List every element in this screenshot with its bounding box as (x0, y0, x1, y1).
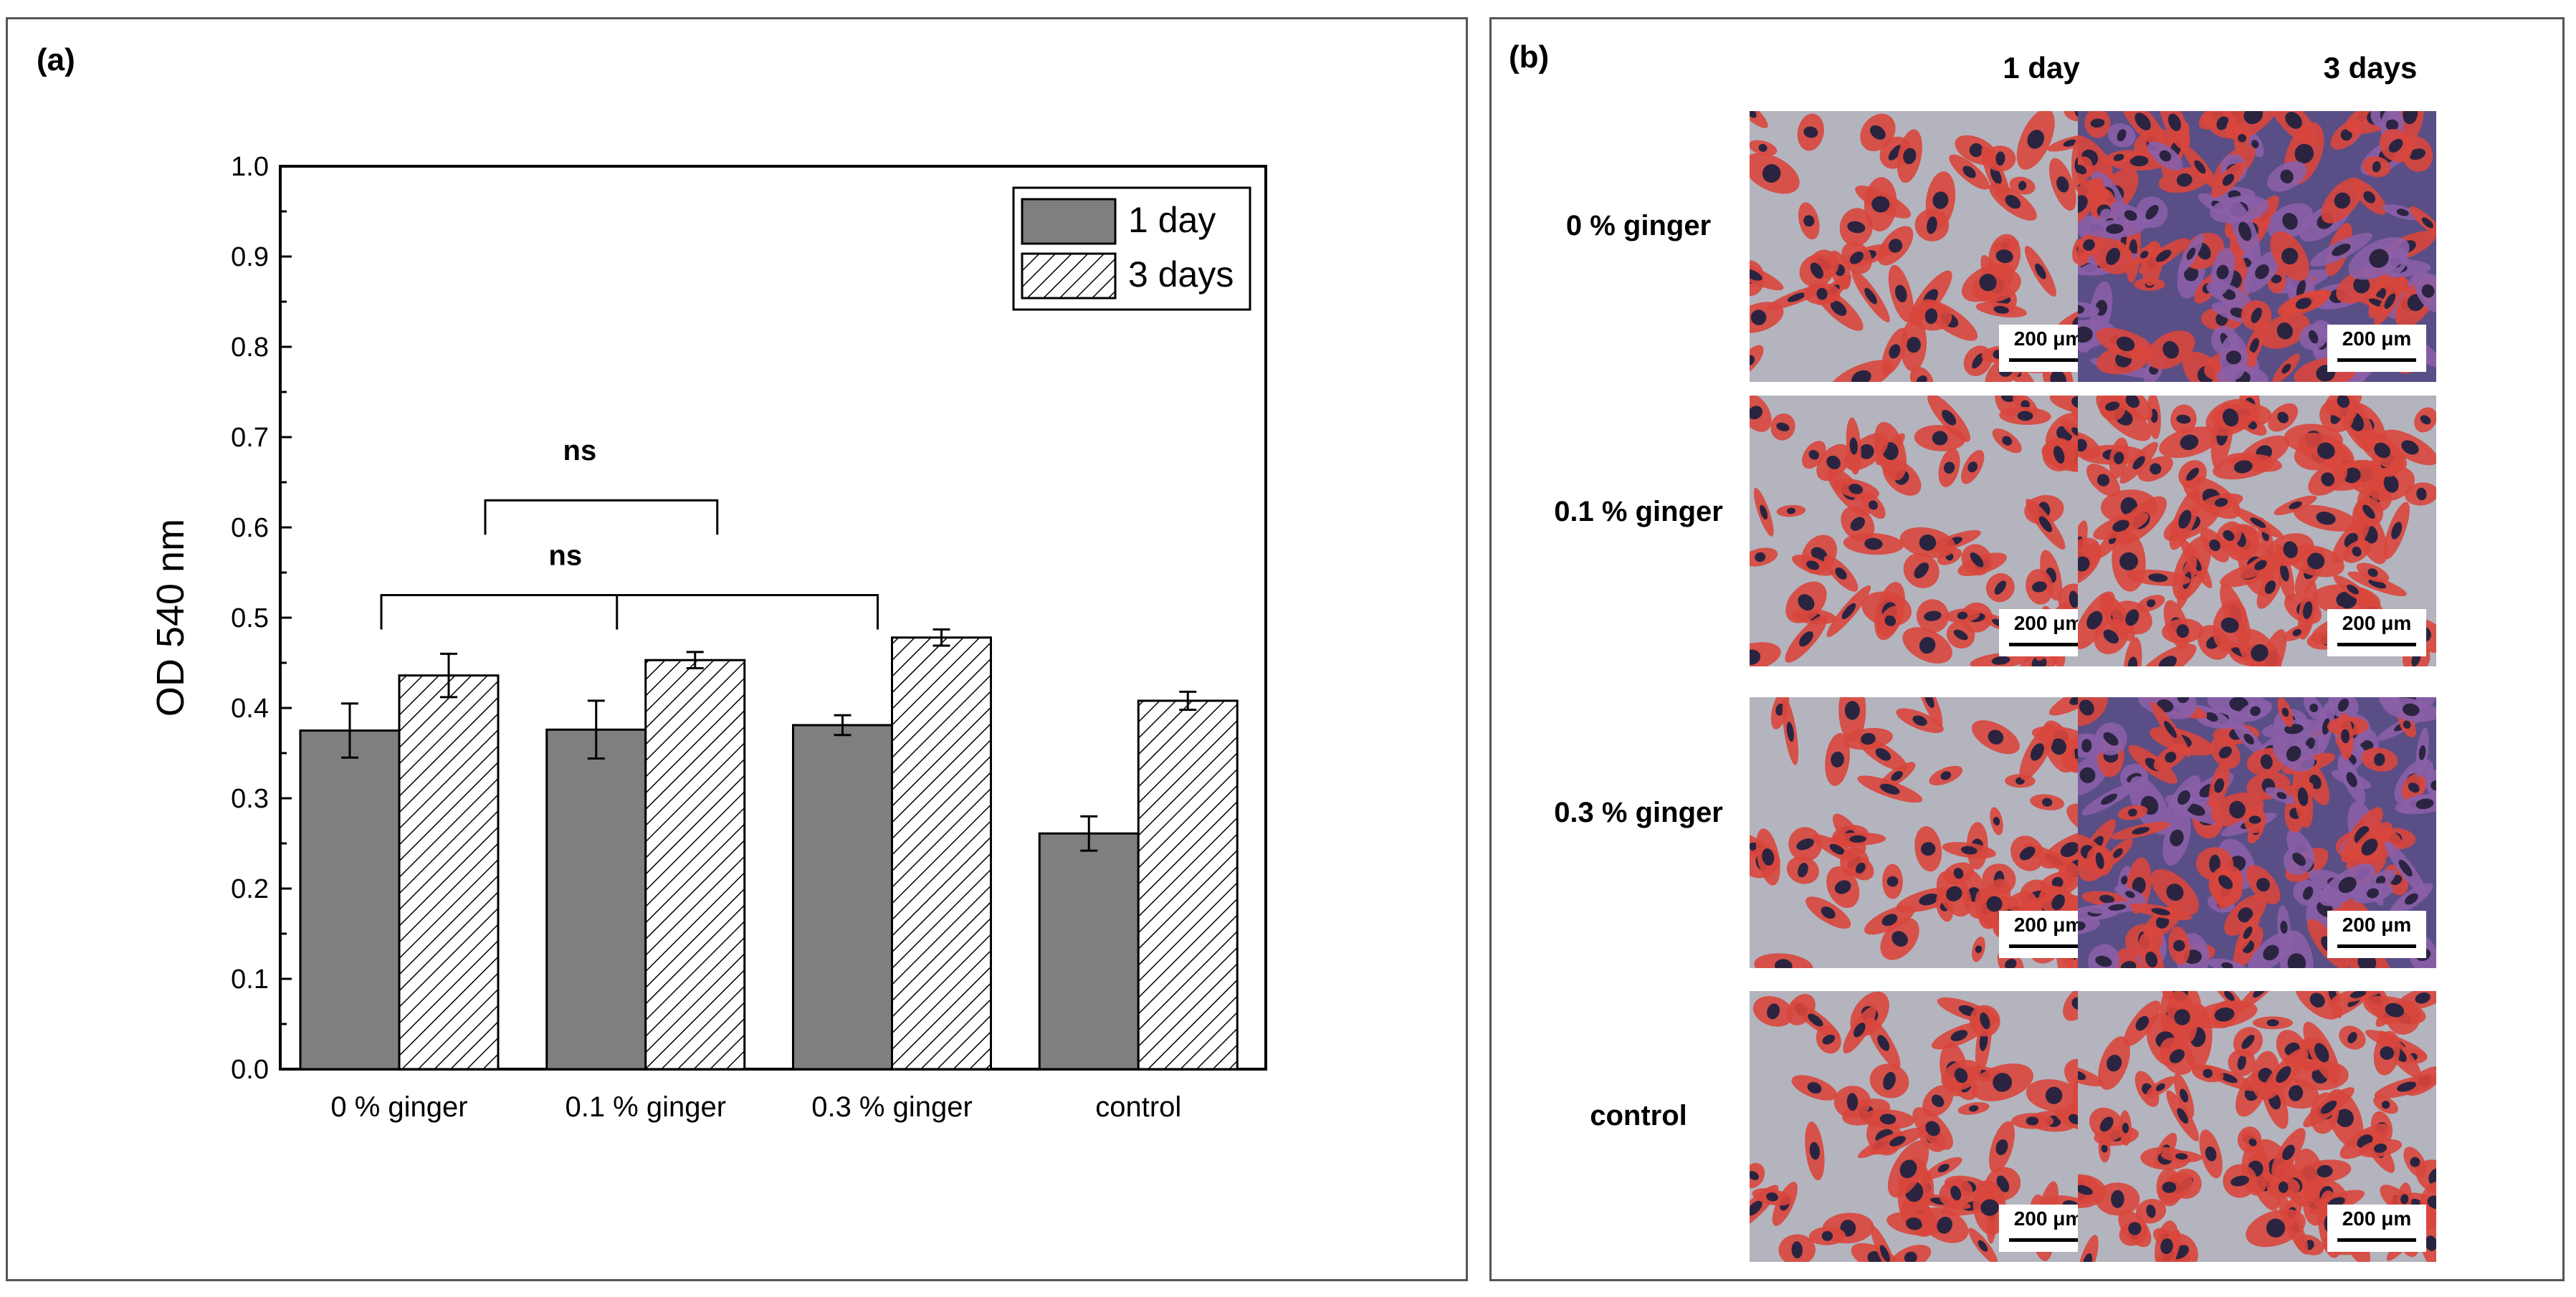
scale-bar: 200 μm (2327, 609, 2426, 656)
row-header-0.1-ginger: 0.1 % ginger (1554, 496, 1723, 527)
x-tick-label: 0.1 % ginger (565, 1091, 726, 1123)
micrograph-0.1-3-days: 200 μm (2078, 396, 2436, 666)
scale-bar-line (2337, 643, 2416, 646)
panel-a: (a) 0.0 0.1 0.2 0.3 0.4 0.5 0.6 0.7 0.8 0.9 1.0 OD … (6, 17, 1468, 1281)
row-header-0-ginger: 0 % ginger (1565, 210, 1712, 241)
micrograph-0-1-day: 200 μm (1750, 111, 2108, 382)
column-header-1-day: 1 day (2003, 51, 2080, 85)
scale-bar-line (2337, 358, 2416, 362)
y-tick-label: 1.0 (231, 152, 269, 182)
y-tick-label: 0.6 (231, 513, 269, 543)
bar-3-days (398, 674, 500, 1071)
bar-3-days (644, 659, 746, 1071)
scale-bar-line (2009, 643, 2088, 646)
y-tick-label: 0.1 (231, 965, 269, 995)
significance-bracket (380, 594, 879, 630)
significance-label: ns (563, 435, 597, 466)
scale-bar-line (2009, 1238, 2088, 1242)
y-tick-label: 0.8 (231, 332, 269, 363)
micrograph-0-3-days: 200 μm (2078, 111, 2436, 382)
scale-bar-label: 200 μm (2013, 612, 2084, 634)
scale-bar-line (2337, 1238, 2416, 1242)
y-tick-label: 0.0 (231, 1055, 269, 1085)
scale-bar-line (2009, 358, 2088, 362)
micrograph-control-3-days: 200 μm (2078, 991, 2436, 1262)
bar-3-days (1137, 699, 1239, 1071)
micrograph-0.3-1-day: 200 μm (1750, 697, 2108, 968)
row-header-control: control (1590, 1100, 1687, 1131)
scale-bar-label: 200 μm (2342, 327, 2412, 350)
y-tick-label: 0.5 (231, 603, 269, 633)
y-tick-label: 0.3 (231, 784, 269, 814)
scale-bar: 200 μm (2327, 1205, 2426, 1252)
bar-1-day (545, 728, 647, 1071)
scale-bar-label: 200 μm (2342, 1207, 2412, 1230)
scale-bar: 200 μm (2327, 325, 2426, 372)
bar-1-day (299, 729, 401, 1071)
micrograph-0.3-3-days: 200 μm (2078, 697, 2436, 968)
column-header-3-days: 3 days (2323, 51, 2418, 85)
x-tick-label: 0 % ginger (330, 1091, 467, 1123)
y-axis-label: OD 540 nm (149, 519, 192, 717)
scale-bar-line (2009, 944, 2088, 948)
bar-1-day (1038, 832, 1140, 1071)
scale-bar-label: 200 μm (2013, 914, 2084, 936)
x-tick-label: control (1095, 1091, 1181, 1123)
scale-bar-label: 200 μm (2013, 327, 2084, 350)
row-header-0.3-ginger: 0.3 % ginger (1554, 797, 1723, 828)
scale-bar: 200 μm (1999, 609, 2098, 656)
legend-swatch (1021, 198, 1117, 245)
significance-label: ns (548, 540, 582, 572)
scale-bar-label: 200 μm (2342, 914, 2412, 936)
panel-b: (b) 1 day 3 days 0 % ginger 0.1 % ginger… (1489, 17, 2565, 1281)
y-tick-label: 0.4 (231, 694, 269, 724)
bar-chart: 0.0 0.1 0.2 0.3 0.4 0.5 0.6 0.7 0.8 0.9 1.0 OD 540 … (149, 152, 1267, 1123)
x-tick-label: 0.3 % ginger (811, 1091, 973, 1123)
micrograph-control-1-day: 200 μm (1750, 991, 2108, 1262)
scale-bar-label: 200 μm (2013, 1207, 2084, 1230)
panel-a-label: (a) (37, 42, 75, 77)
significance-bracket (484, 499, 719, 535)
y-tick-label: 0.9 (231, 242, 269, 272)
bar-3-days (891, 636, 992, 1071)
scale-bar-label: 200 μm (2342, 612, 2412, 634)
legend-swatch (1021, 252, 1117, 300)
legend-label: 1 day (1128, 200, 1216, 240)
legend-label: 3 days (1128, 254, 1234, 295)
panel-b-label: (b) (1509, 39, 1550, 75)
bar-1-day (792, 724, 893, 1071)
scale-bar-line (2337, 944, 2416, 948)
y-tick-label: 0.2 (231, 874, 269, 904)
micrograph-0.1-1-day: 200 μm (1750, 396, 2108, 666)
y-tick-label: 0.7 (231, 423, 269, 453)
scale-bar: 200 μm (2327, 911, 2426, 958)
